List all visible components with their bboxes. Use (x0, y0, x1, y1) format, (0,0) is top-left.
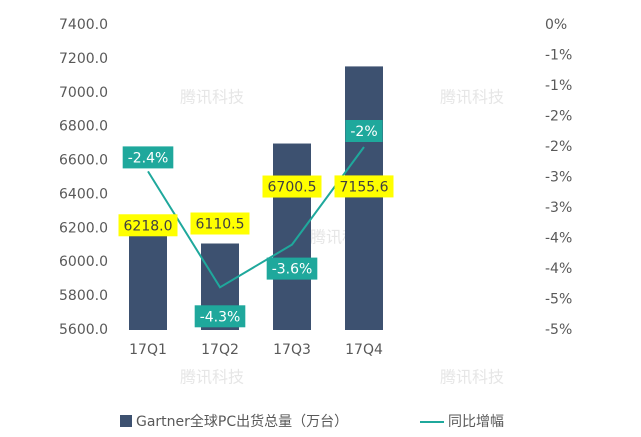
legend-label: Gartner全球PC出货总量（万台） (136, 413, 348, 430)
data-label: 6218.0 (124, 218, 173, 234)
y-tick-label: 6400.0 (59, 186, 108, 202)
data-label-box (118, 214, 178, 237)
data-label: -3.6% (272, 262, 313, 278)
y-tick-label: 7000.0 (59, 85, 108, 101)
y-tick-label: 6600.0 (59, 153, 108, 169)
x-tick-label: 17Q2 (201, 342, 239, 358)
watermark: 腾讯科技 (180, 88, 244, 107)
watermark: 腾讯科技 (180, 368, 244, 387)
data-label: 7155.6 (340, 179, 389, 195)
x-tick-label: 17Q4 (345, 342, 383, 358)
watermark: 腾讯科技 (440, 88, 504, 107)
legend-swatch (120, 415, 132, 427)
y2-tick-label: 0% (545, 17, 567, 33)
y2-tick-label: -4% (545, 261, 572, 277)
data-label: -2.4% (128, 150, 169, 166)
line (147, 146, 365, 289)
data-label: -4.3% (200, 309, 241, 325)
bar (129, 225, 167, 330)
data-label-box (190, 212, 250, 235)
y-tick-label: 5600.0 (59, 322, 108, 338)
data-label-box (122, 146, 174, 169)
y2-tick-label: -1% (545, 48, 572, 64)
data-label-box (266, 257, 318, 280)
y-tick-label: 7200.0 (59, 51, 108, 67)
data-label-box (345, 120, 383, 142)
data-label: 6700.5 (268, 180, 317, 196)
data-label: 6110.5 (196, 216, 245, 232)
data-label: -2% (350, 124, 377, 140)
y2-tick-label: -3% (545, 170, 572, 186)
y-tick-label: 5800.0 (59, 288, 108, 304)
watermark: 腾讯科技 (440, 368, 504, 387)
y2-tick-label: -2% (545, 139, 572, 155)
data-label-box (334, 175, 394, 198)
legend-label: 同比增幅 (448, 414, 504, 430)
y-tick-label: 6200.0 (59, 220, 108, 236)
y-tick-label: 7400.0 (59, 17, 108, 33)
y-tick-label: 6800.0 (59, 119, 108, 135)
y2-tick-label: -3% (545, 200, 572, 216)
x-tick-label: 17Q1 (129, 342, 167, 358)
data-label-box (262, 175, 322, 198)
x-tick-label: 17Q3 (273, 342, 311, 358)
data-label-box (194, 305, 246, 328)
y-tick-label: 6000.0 (59, 254, 108, 270)
bar (273, 143, 311, 330)
y2-tick-label: -4% (545, 231, 572, 247)
y2-tick-label: -5% (545, 322, 572, 338)
y2-tick-label: -5% (545, 292, 572, 308)
y2-tick-label: -2% (545, 109, 572, 125)
bar (345, 66, 383, 330)
y2-tick-label: -1% (545, 78, 572, 94)
